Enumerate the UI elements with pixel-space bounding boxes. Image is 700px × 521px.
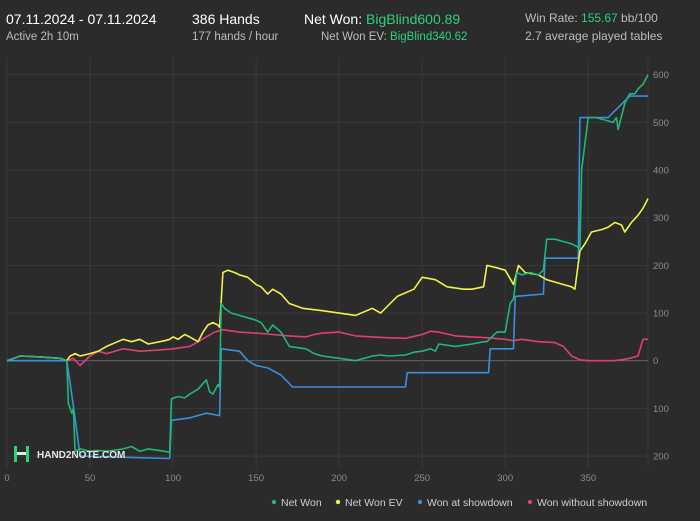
date-range: 07.11.2024 - 07.11.2024 <box>6 11 157 27</box>
legend-label-net-won-ev: Net Won EV <box>345 497 403 509</box>
y-tick-label: 200 <box>653 452 669 463</box>
chart-grid <box>6 58 649 468</box>
y-tick-label: 100 <box>653 309 669 320</box>
net-won-ev-label: Net Won EV: <box>321 31 391 43</box>
hands-per-hour: 177 hands / hour <box>192 31 279 43</box>
win-rate-unit: bb/100 <box>617 11 658 25</box>
x-tick-label: 300 <box>497 473 513 484</box>
win-rate: Win Rate: 155.67 bb/100 <box>525 11 658 25</box>
x-tick-label: 250 <box>414 473 430 484</box>
x-axis-ticks: 0 50 100 150 200 250 300 350 <box>4 473 596 484</box>
average-tables: 2.7 average played tables <box>525 29 663 43</box>
net-won-label: Net Won: <box>304 11 366 27</box>
y-tick-label: 300 <box>653 213 669 224</box>
chart-legend: Net Won Net Won EV Won at showdown Won with… <box>271 497 647 509</box>
legend-marker-won-at-showdown <box>417 499 423 505</box>
x-tick-label: 200 <box>331 473 347 484</box>
net-won-ev-value: BigBlind340.62 <box>390 31 468 43</box>
legend-label-won-without-showdown: Won without showdown <box>537 497 647 509</box>
chart-series <box>6 74 649 460</box>
series-line-won-at-showdown <box>7 95 648 460</box>
legend-label-net-won: Net Won <box>281 497 322 509</box>
legend-marker-net-won <box>271 499 277 505</box>
hands-count: 386 Hands <box>192 11 260 27</box>
y-tick-label: 400 <box>653 166 669 177</box>
x-tick-label: 100 <box>165 473 181 484</box>
y-tick-label: 500 <box>653 118 669 129</box>
series-line-net-won-ev <box>6 198 649 362</box>
net-won: Net Won: BigBlind600.89 <box>304 11 460 27</box>
hand2note-logo-text: HAND2NOTE.COM <box>37 450 125 461</box>
y-tick-label: 100 <box>653 404 669 415</box>
x-tick-label: 50 <box>85 473 96 484</box>
legend-marker-won-without-showdown <box>527 499 533 505</box>
y-tick-label: 0 <box>653 356 658 367</box>
x-tick-label: 350 <box>580 473 596 484</box>
legend-label-won-at-showdown: Won at showdown <box>427 497 513 509</box>
y-tick-label: 200 <box>653 261 669 272</box>
y-tick-label: 600 <box>653 70 669 81</box>
x-tick-label: 0 <box>4 473 9 484</box>
net-won-value: BigBlind600.89 <box>366 11 461 27</box>
win-rate-label: Win Rate: <box>525 11 582 25</box>
hand2note-logo: HAND2NOTE.COM <box>14 446 125 462</box>
net-won-ev: Net Won EV: BigBlind340.62 <box>321 31 467 43</box>
y-axis-ticks: 200 100 0 100 200 300 400 500 600 <box>653 70 669 462</box>
hand2note-logo-icon <box>14 446 29 462</box>
series-line-net-won <box>6 74 649 454</box>
legend-marker-net-won-ev <box>335 499 341 505</box>
win-rate-value: 155.67 <box>581 11 618 25</box>
series-line-won-without-showdown <box>7 328 648 367</box>
x-tick-label: 150 <box>248 473 264 484</box>
active-time: Active 2h 10m <box>6 31 79 43</box>
